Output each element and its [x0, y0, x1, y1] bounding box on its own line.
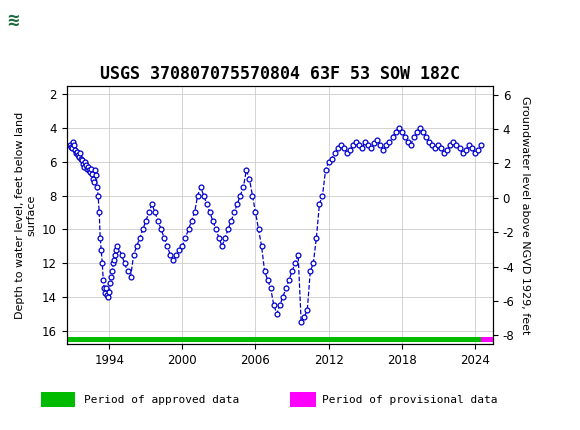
Y-axis label: Groundwater level above NGVD 1929, feet: Groundwater level above NGVD 1929, feet	[520, 96, 530, 334]
Title: USGS 370807075570804 63F 53 SOW 182C: USGS 370807075570804 63F 53 SOW 182C	[100, 65, 460, 83]
Y-axis label: Depth to water level, feet below land
surface: Depth to water level, feet below land su…	[15, 111, 37, 319]
Bar	[41, 392, 75, 407]
Text: Period of approved data: Period of approved data	[84, 395, 240, 405]
Text: ≋: ≋	[8, 11, 19, 30]
Bar	[67, 338, 481, 342]
Bar	[481, 338, 493, 342]
Bar	[290, 392, 316, 407]
FancyBboxPatch shape	[3, 2, 70, 39]
Text: USGS: USGS	[32, 12, 87, 29]
Text: Period of provisional data: Period of provisional data	[322, 395, 498, 405]
